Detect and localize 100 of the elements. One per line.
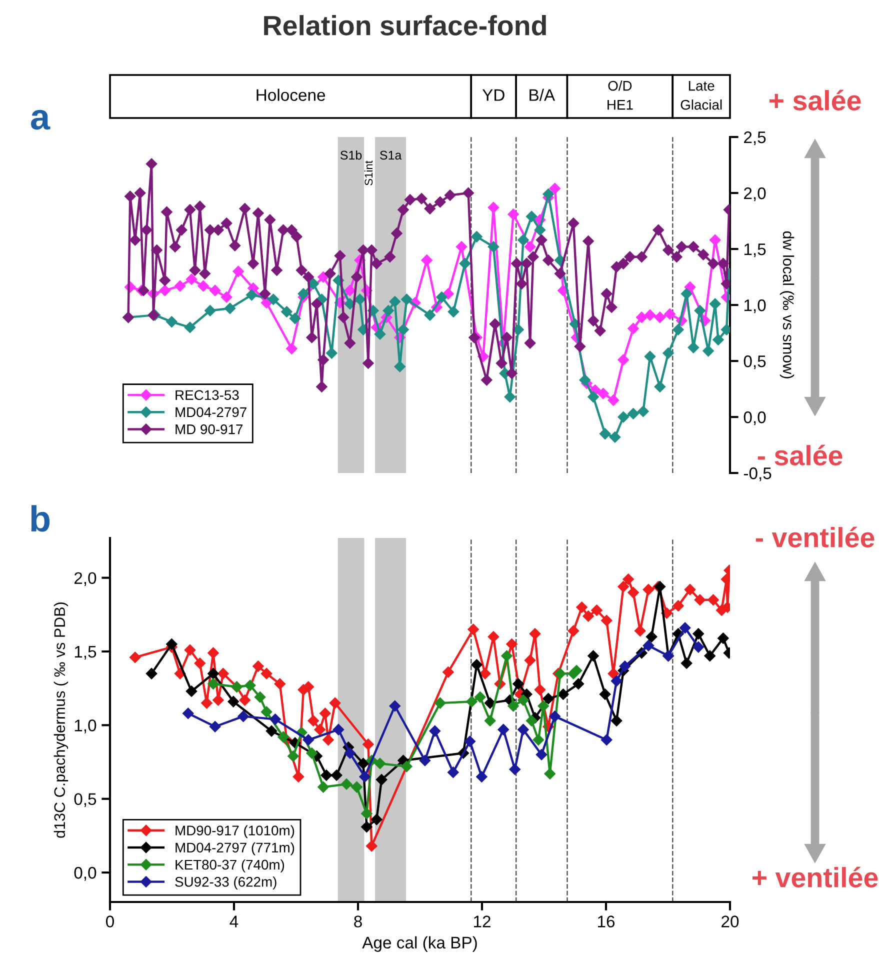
point — [529, 628, 541, 640]
point — [268, 294, 279, 306]
point — [601, 734, 612, 746]
point — [654, 312, 666, 323]
point — [694, 594, 706, 606]
point — [146, 668, 158, 680]
legend-label: MD04-2797 (771m) — [176, 842, 294, 856]
point — [424, 309, 436, 321]
point — [536, 749, 548, 760]
y-axis-title: d13C C.pachydermus ( ‰ vs PDB) — [54, 602, 68, 838]
point — [306, 748, 318, 759]
point — [394, 360, 406, 372]
point — [322, 734, 334, 746]
chart-title: Relation surface-fond — [264, 15, 546, 36]
point — [208, 647, 219, 659]
point — [488, 241, 500, 252]
point — [419, 754, 431, 766]
point — [366, 840, 378, 852]
point — [314, 724, 326, 736]
point — [509, 764, 520, 775]
point — [252, 660, 264, 672]
point — [239, 694, 250, 706]
legend-label: MD 90-917 — [176, 424, 243, 434]
point — [588, 650, 599, 662]
point — [298, 288, 310, 300]
point — [542, 188, 554, 200]
point — [278, 731, 289, 743]
point — [320, 708, 331, 719]
point — [471, 231, 482, 242]
point — [208, 678, 219, 690]
text: B/A — [530, 88, 556, 101]
point — [488, 202, 500, 214]
text: b — [31, 505, 50, 532]
point — [244, 680, 256, 691]
text: - salée — [758, 444, 842, 466]
point — [588, 391, 599, 402]
point — [182, 708, 194, 719]
point — [208, 668, 219, 680]
point — [370, 814, 382, 826]
point — [598, 388, 609, 400]
point — [498, 724, 509, 736]
y2-tick-label: 0,0 — [744, 411, 766, 426]
point — [618, 581, 629, 592]
point — [209, 284, 221, 296]
point — [672, 324, 684, 336]
point — [526, 715, 538, 726]
point — [618, 411, 629, 423]
point — [286, 343, 298, 354]
point — [572, 678, 584, 690]
point — [464, 736, 476, 747]
point — [292, 771, 304, 782]
point — [266, 725, 278, 737]
point — [619, 660, 631, 672]
point — [228, 696, 239, 708]
point — [646, 631, 658, 642]
point — [434, 697, 446, 709]
point — [684, 584, 696, 596]
point — [610, 675, 622, 687]
legend-label: MD04-2797 — [176, 407, 246, 418]
point — [361, 808, 372, 820]
point — [238, 710, 249, 722]
point — [474, 692, 486, 703]
point — [401, 760, 412, 772]
text: - ventilée — [756, 526, 874, 548]
point — [389, 296, 400, 308]
x-tick-label: 20 — [722, 916, 739, 928]
point — [558, 688, 569, 700]
point — [479, 668, 491, 680]
point — [601, 614, 612, 626]
point — [710, 234, 721, 246]
point — [448, 306, 460, 318]
point — [320, 770, 332, 781]
point — [526, 210, 538, 222]
point — [558, 284, 569, 296]
y-tick-label: 1,0 — [74, 720, 96, 734]
point — [274, 678, 286, 690]
point — [130, 652, 141, 663]
point — [260, 668, 272, 680]
x-tick-label: 0 — [106, 916, 114, 928]
point — [359, 771, 370, 782]
point — [638, 406, 649, 418]
point — [260, 706, 272, 718]
point — [201, 697, 212, 709]
band-label: S1int — [364, 160, 373, 186]
point — [344, 298, 356, 310]
point — [692, 628, 704, 640]
point — [382, 304, 394, 316]
point — [506, 638, 518, 650]
point — [534, 684, 546, 696]
point — [254, 692, 266, 703]
x-tick-label: 8 — [354, 916, 362, 928]
y-tick-label: 0,0 — [74, 866, 96, 881]
point — [508, 700, 519, 712]
x-tick-label: 12 — [474, 916, 490, 928]
point — [459, 258, 471, 270]
point — [471, 659, 482, 670]
point — [512, 678, 524, 690]
point — [186, 274, 198, 285]
point — [456, 241, 468, 252]
point — [591, 604, 602, 616]
